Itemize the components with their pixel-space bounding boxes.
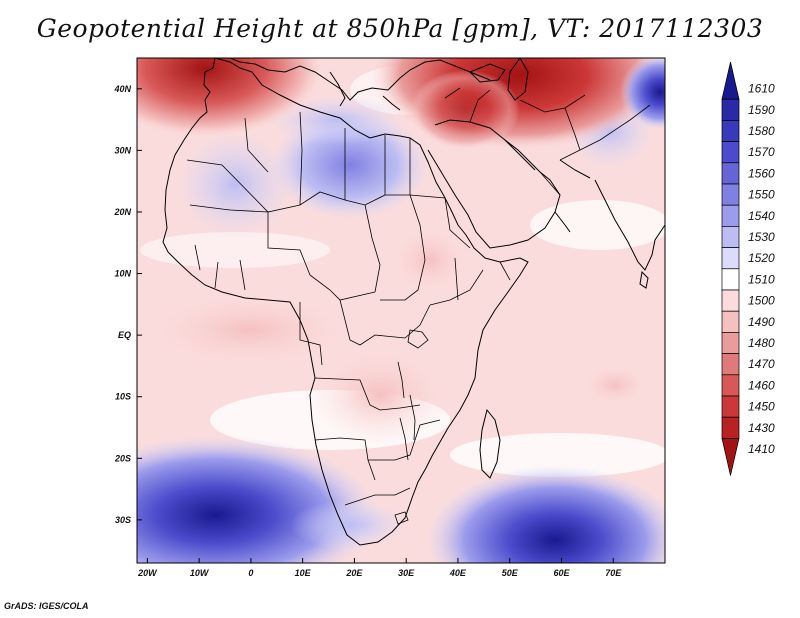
colorbar-label: 1560 [748, 166, 775, 180]
lat-tick-label: 30S [115, 515, 131, 525]
colorbar-swatch [721, 310, 740, 333]
lon-tick-label: 10W [190, 568, 210, 578]
colorbar-label: 1510 [748, 272, 775, 286]
colorbar-label: 1520 [748, 251, 775, 265]
colorbar-label: 1500 [748, 294, 775, 308]
colorbar-label: 1550 [748, 188, 775, 202]
colorbar-swatch [721, 204, 740, 227]
lon-tick-label: 20E [345, 568, 363, 578]
colorbar: 1610 1590 1580 1570 1560 1550 1540 1530 1520 1510… [721, 61, 775, 476]
colorbar-swatch [721, 438, 740, 476]
lon-tick-label: 50E [502, 568, 519, 578]
colorbar-swatch [721, 226, 740, 248]
country-borders [186, 87, 651, 525]
colorbar-label: 1430 [748, 421, 775, 435]
lon-tick-label: 30E [398, 568, 415, 578]
lon-tick-label: 40E [449, 568, 467, 578]
colorbar-label: 1590 [748, 103, 775, 117]
lat-tick-label: 20N [113, 207, 131, 217]
lat-tick-label: EQ [118, 330, 131, 340]
grads-credit: GrADS: IGES/COLA [4, 601, 89, 611]
colorbar-label: 1480 [748, 336, 775, 350]
lat-tick-label: 10N [114, 269, 131, 279]
colorbar-label: 1530 [748, 230, 775, 244]
colorbar-swatch [721, 332, 740, 354]
latitude-ticks: 40N 30N 20N 10N EQ 10S 20S 30S [113, 84, 142, 525]
colorbar-swatch [721, 268, 740, 291]
page-title: Geopotential Height at 850hPa [gpm], VT:… [36, 14, 764, 43]
colorbar-swatch [721, 416, 740, 439]
colorbar-swatch [721, 395, 740, 418]
colorbar-swatch [721, 183, 740, 206]
colorbar-label: 1450 [748, 400, 775, 414]
colorbar-swatch [721, 374, 740, 397]
colorbar-label: 1610 [748, 82, 775, 96]
lon-tick-label: 70E [605, 568, 622, 578]
lat-tick-label: 10S [115, 392, 131, 402]
lon-tick-label: 60E [553, 568, 570, 578]
map-frame [136, 57, 666, 564]
colorbar-swatch [721, 162, 740, 185]
colorbar-label: 1490 [748, 315, 775, 329]
colorbar-swatch [721, 120, 740, 142]
colorbar-label: 1540 [748, 209, 775, 223]
lon-tick-label: 20W [137, 568, 158, 578]
colorbar-swatch [721, 353, 740, 376]
colorbar-swatch [721, 141, 740, 164]
longitude-ticks: 20W 10W 0 10E 20E 30E 40E 50E 60E 70E [137, 558, 622, 578]
colorbar-swatch [721, 289, 740, 312]
lat-tick-label: 30N [114, 145, 131, 155]
lat-tick-label: 20S [114, 453, 131, 463]
colorbar-swatch [721, 98, 740, 121]
colorbar-label: 1570 [748, 145, 775, 159]
colorbar-swatch [721, 247, 740, 270]
colorbar-label: 1470 [748, 357, 775, 371]
colorbar-swatch [721, 61, 740, 100]
colorbar-label: 1460 [748, 378, 775, 392]
lon-tick-label: 10E [295, 568, 312, 578]
height-field [137, 58, 665, 563]
lon-tick-label: 0 [248, 568, 253, 578]
colorbar-label: 1580 [748, 124, 775, 138]
lat-tick-label: 40N [113, 84, 131, 94]
colorbar-label: 1410 [748, 442, 775, 456]
